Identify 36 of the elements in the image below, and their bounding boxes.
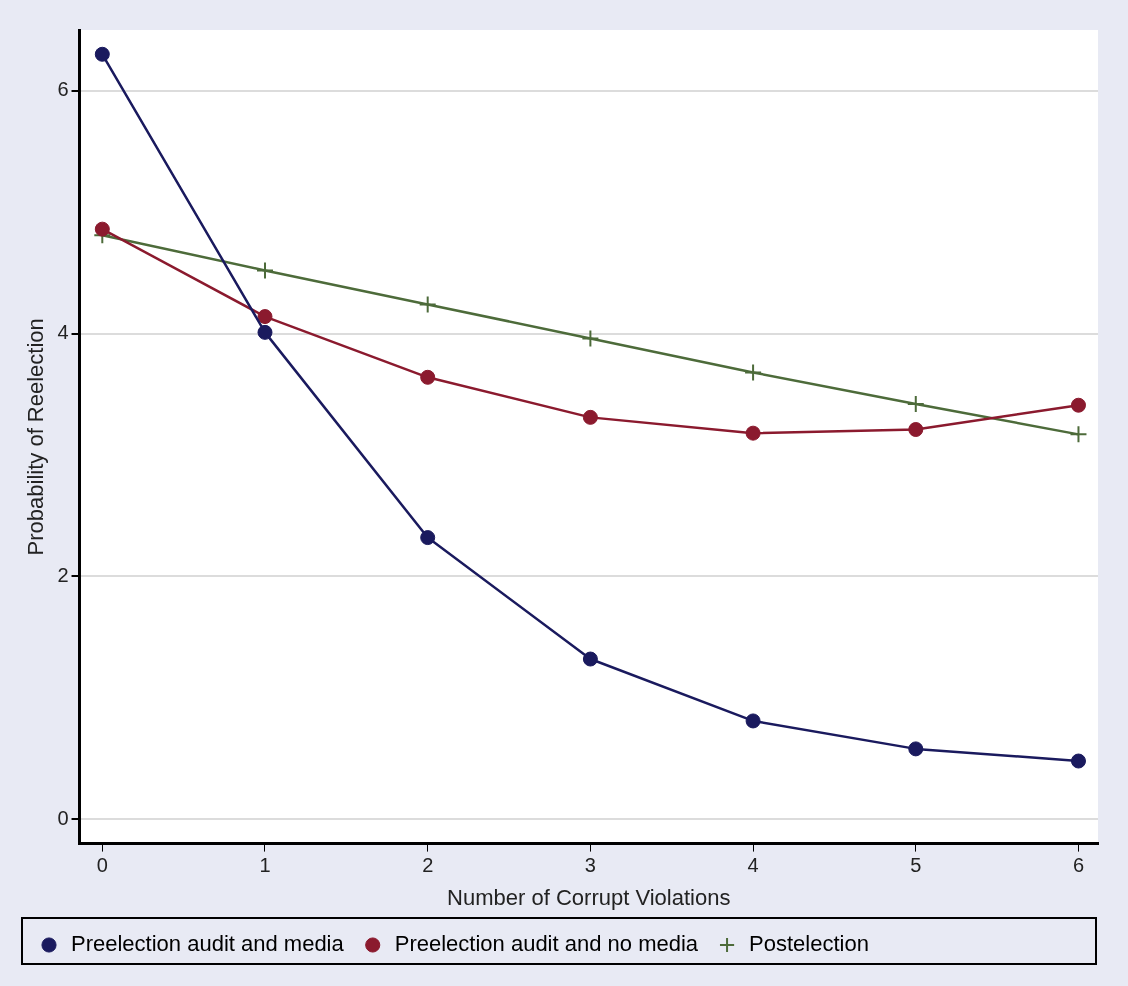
y-axis-title: Probability of Reelection [23,318,49,556]
x-tick-label: 0 [96,854,108,877]
point [94,46,110,62]
point [420,530,436,546]
point [908,741,924,757]
point [420,369,436,385]
point [257,324,273,340]
point [744,363,763,382]
y-tick-label: 4 [57,321,69,344]
legend-label: Postelection [749,931,869,957]
point [1070,753,1086,769]
point [745,425,761,441]
point [906,395,925,414]
point [257,309,273,325]
point [94,221,110,237]
y-tick-label: 2 [57,563,69,586]
point [1069,425,1088,444]
point [1070,397,1086,413]
x-tick-label: 2 [422,854,434,877]
point [256,261,274,280]
x-tick-label: 5 [910,854,922,877]
y-tick-label: 6 [57,78,69,101]
point [745,713,761,729]
point [418,295,437,314]
point [582,651,598,667]
x-tick-label: 6 [1072,854,1085,877]
y-tick-label: 0 [57,806,69,829]
x-tick-label: 4 [747,854,759,877]
x-axis-title: Number of Corrupt Violations [447,884,731,910]
point [582,409,598,425]
point [581,329,600,348]
point [908,422,924,438]
legend-label: Preelection audit and no media [394,931,699,957]
x-tick-label: 1 [259,854,271,877]
x-tick-label: 3 [584,854,596,877]
legend-label: Preelection audit and media [71,931,345,957]
